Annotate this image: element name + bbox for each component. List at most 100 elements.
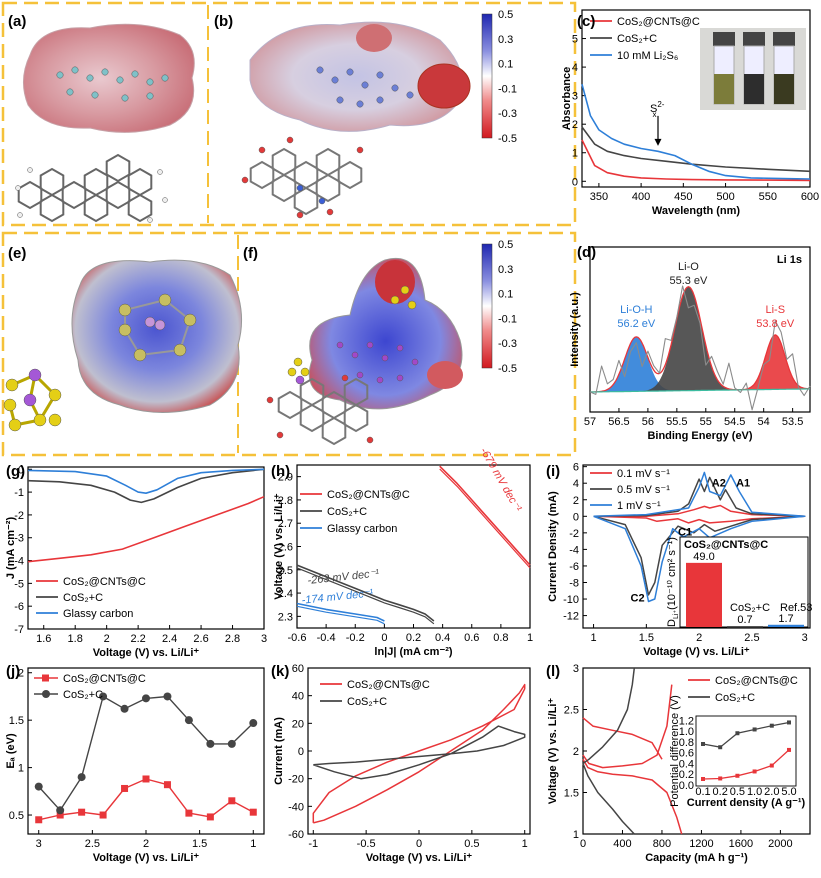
inset-marker-1-4: [769, 763, 774, 768]
frame-top: [1, 1, 577, 227]
y-tick-label: -8: [569, 577, 579, 589]
legend-2-label: Glassy carbon: [327, 523, 397, 535]
x-axis-label: Capacity (mA h g⁻¹): [645, 852, 748, 864]
marker-0-9: [228, 797, 236, 805]
lithium-atom-f: [295, 375, 305, 385]
marker-0-4: [121, 784, 129, 792]
x-tick-label: 1200: [689, 838, 713, 850]
inset-y-label: Potential difference (V): [669, 695, 681, 807]
negative-region-b2: [356, 24, 392, 52]
y-tick-label: 2: [573, 746, 579, 758]
x-tick-label: 1.5: [639, 632, 654, 644]
oxygen-atoms-b: [241, 136, 364, 219]
legend-0-label: CoS₂@CNTs@C: [63, 673, 146, 685]
marker-0-2: [78, 808, 86, 816]
x-tick-label: 2: [143, 838, 149, 850]
y-tick-label: -20: [288, 774, 304, 786]
negative-region-f2: [427, 361, 463, 389]
colorbar-tick: 0.1: [498, 59, 513, 71]
legend-0-marker: [42, 674, 49, 682]
inset-marker-1-0: [701, 777, 705, 781]
series-line-b-2: [296, 605, 385, 625]
inset-x-tick: 0.1: [695, 786, 710, 798]
legend-1-label: CoS₂+C: [327, 506, 367, 518]
series-line-2: [296, 602, 385, 622]
series-line-0: [27, 495, 265, 563]
ring: [293, 160, 319, 190]
y-tick-label: 0: [298, 746, 304, 758]
chart-j: 3 2.5 2 1.5 1 0.5 1 1.5 2 Voltage (V) vs. Li/Li⁺ E…: [5, 667, 265, 864]
legend-1-label: CoS₂+C: [347, 696, 387, 708]
y-tick-label: 6: [573, 462, 579, 474]
series-line-1: [27, 468, 265, 504]
legend-1-label: CoS₂+C: [63, 689, 103, 701]
colorbar-tick: 0.1: [498, 289, 513, 301]
marker-1-9: [227, 739, 236, 748]
inset-marker-0-2: [735, 731, 740, 736]
plot-frame: [589, 246, 811, 413]
x-tick-label: 2: [104, 633, 110, 645]
colorbar-b: 0.5 0.3 0.1 -0.1 -0.3 -0.5: [481, 9, 517, 145]
carbon-atoms-a: [56, 66, 169, 102]
inset-marker-0-1: [718, 745, 723, 750]
frame-bottom: [1, 231, 577, 457]
y-axis-label: Voltage (V) vs. Li/Li⁺: [547, 698, 559, 805]
panel-label-k: (k): [271, 663, 289, 680]
series-line-1: [313, 725, 526, 780]
panel-label-g: (g): [6, 463, 25, 480]
marker-1-2: [77, 773, 86, 782]
y-tick-label: 1: [18, 763, 24, 775]
y-tick-label: 1.5: [564, 788, 579, 800]
annotation-text: S2-x: [650, 100, 665, 119]
chart-i: 1 1.5 2 2.5 3 6 4 2 0 -2 -4 -6 -8 -10 -12 Voltage (V) v…: [547, 462, 812, 658]
inset-y-tick: 1.0: [679, 726, 694, 738]
series-line-0: [38, 778, 254, 821]
series-line-1: [296, 564, 435, 622]
legend-0-label: 0.1 mV s⁻¹: [617, 468, 670, 480]
legend-0-label: CoS₂@CNTs@C: [347, 679, 430, 691]
y-tick-label: 4: [573, 478, 579, 490]
inset-vials-photo: [700, 28, 806, 110]
marker-0-1: [56, 811, 64, 819]
y-axis-label: Eₐ (eV): [5, 733, 17, 769]
series-line-2: [581, 83, 811, 180]
series-line-0: [312, 683, 526, 824]
ring: [293, 186, 319, 216]
chart-title: Li 1s: [777, 254, 802, 266]
y-tick-label: -3: [14, 533, 24, 545]
y-tick-label: 20: [292, 718, 304, 730]
x-tick-label: 0.2: [406, 632, 421, 644]
x-tick-label: 2.6: [193, 633, 208, 645]
y-tick-label: 0.5: [9, 810, 24, 822]
chart-c: 350 400 450 500 550 600 0 1 2 3 4 5 Wavelength (nm) A…: [561, 9, 819, 217]
x-tick-label: -0.4: [317, 632, 336, 644]
y-tick-label: 3: [572, 91, 578, 103]
series-line-1: [38, 695, 254, 811]
marker-0-5: [142, 775, 150, 783]
panel-label-e: (e): [8, 245, 26, 262]
legend-2-label: 10 mM Li₂S₆: [617, 50, 678, 62]
y-axis-label: Current Density (mA): [547, 491, 559, 602]
y-tick-label: -4: [14, 556, 24, 568]
legend-1-marker: [42, 690, 50, 698]
inset-frame: [695, 715, 797, 787]
legend-2-label: Glassy carbon: [63, 608, 133, 620]
peak-value-0: 56.2 eV: [617, 318, 656, 330]
x-tick-label: 1: [522, 838, 528, 850]
y-tick-label: 60: [292, 663, 304, 675]
marker-0-8: [206, 813, 214, 821]
y-axis-label: Current (mA): [273, 717, 285, 785]
peak-value-2: 53.8 eV: [756, 318, 795, 330]
atoms-b: [316, 66, 414, 108]
x-tick-label: 55.5: [666, 416, 687, 428]
peak-label-2: C1: [678, 526, 692, 538]
y-tick-label: -10: [563, 594, 579, 606]
colorbar-f: 0.5 0.3 0.1 -0.1 -0.3 -0.5: [481, 239, 517, 375]
x-tick-label: 3: [261, 633, 267, 645]
ring: [61, 180, 87, 210]
inset-x-tick: 2.0: [764, 786, 779, 798]
y-tick-label: 2.8: [278, 495, 293, 507]
inset-bar-2: [768, 624, 804, 627]
vial-liquid: [744, 74, 764, 104]
chart-h: -0.6 -0.4 -0.2 0 0.2 0.4 0.6 0.8 1 2.3 2.4 2.5 2.6 2.…: [273, 446, 533, 658]
